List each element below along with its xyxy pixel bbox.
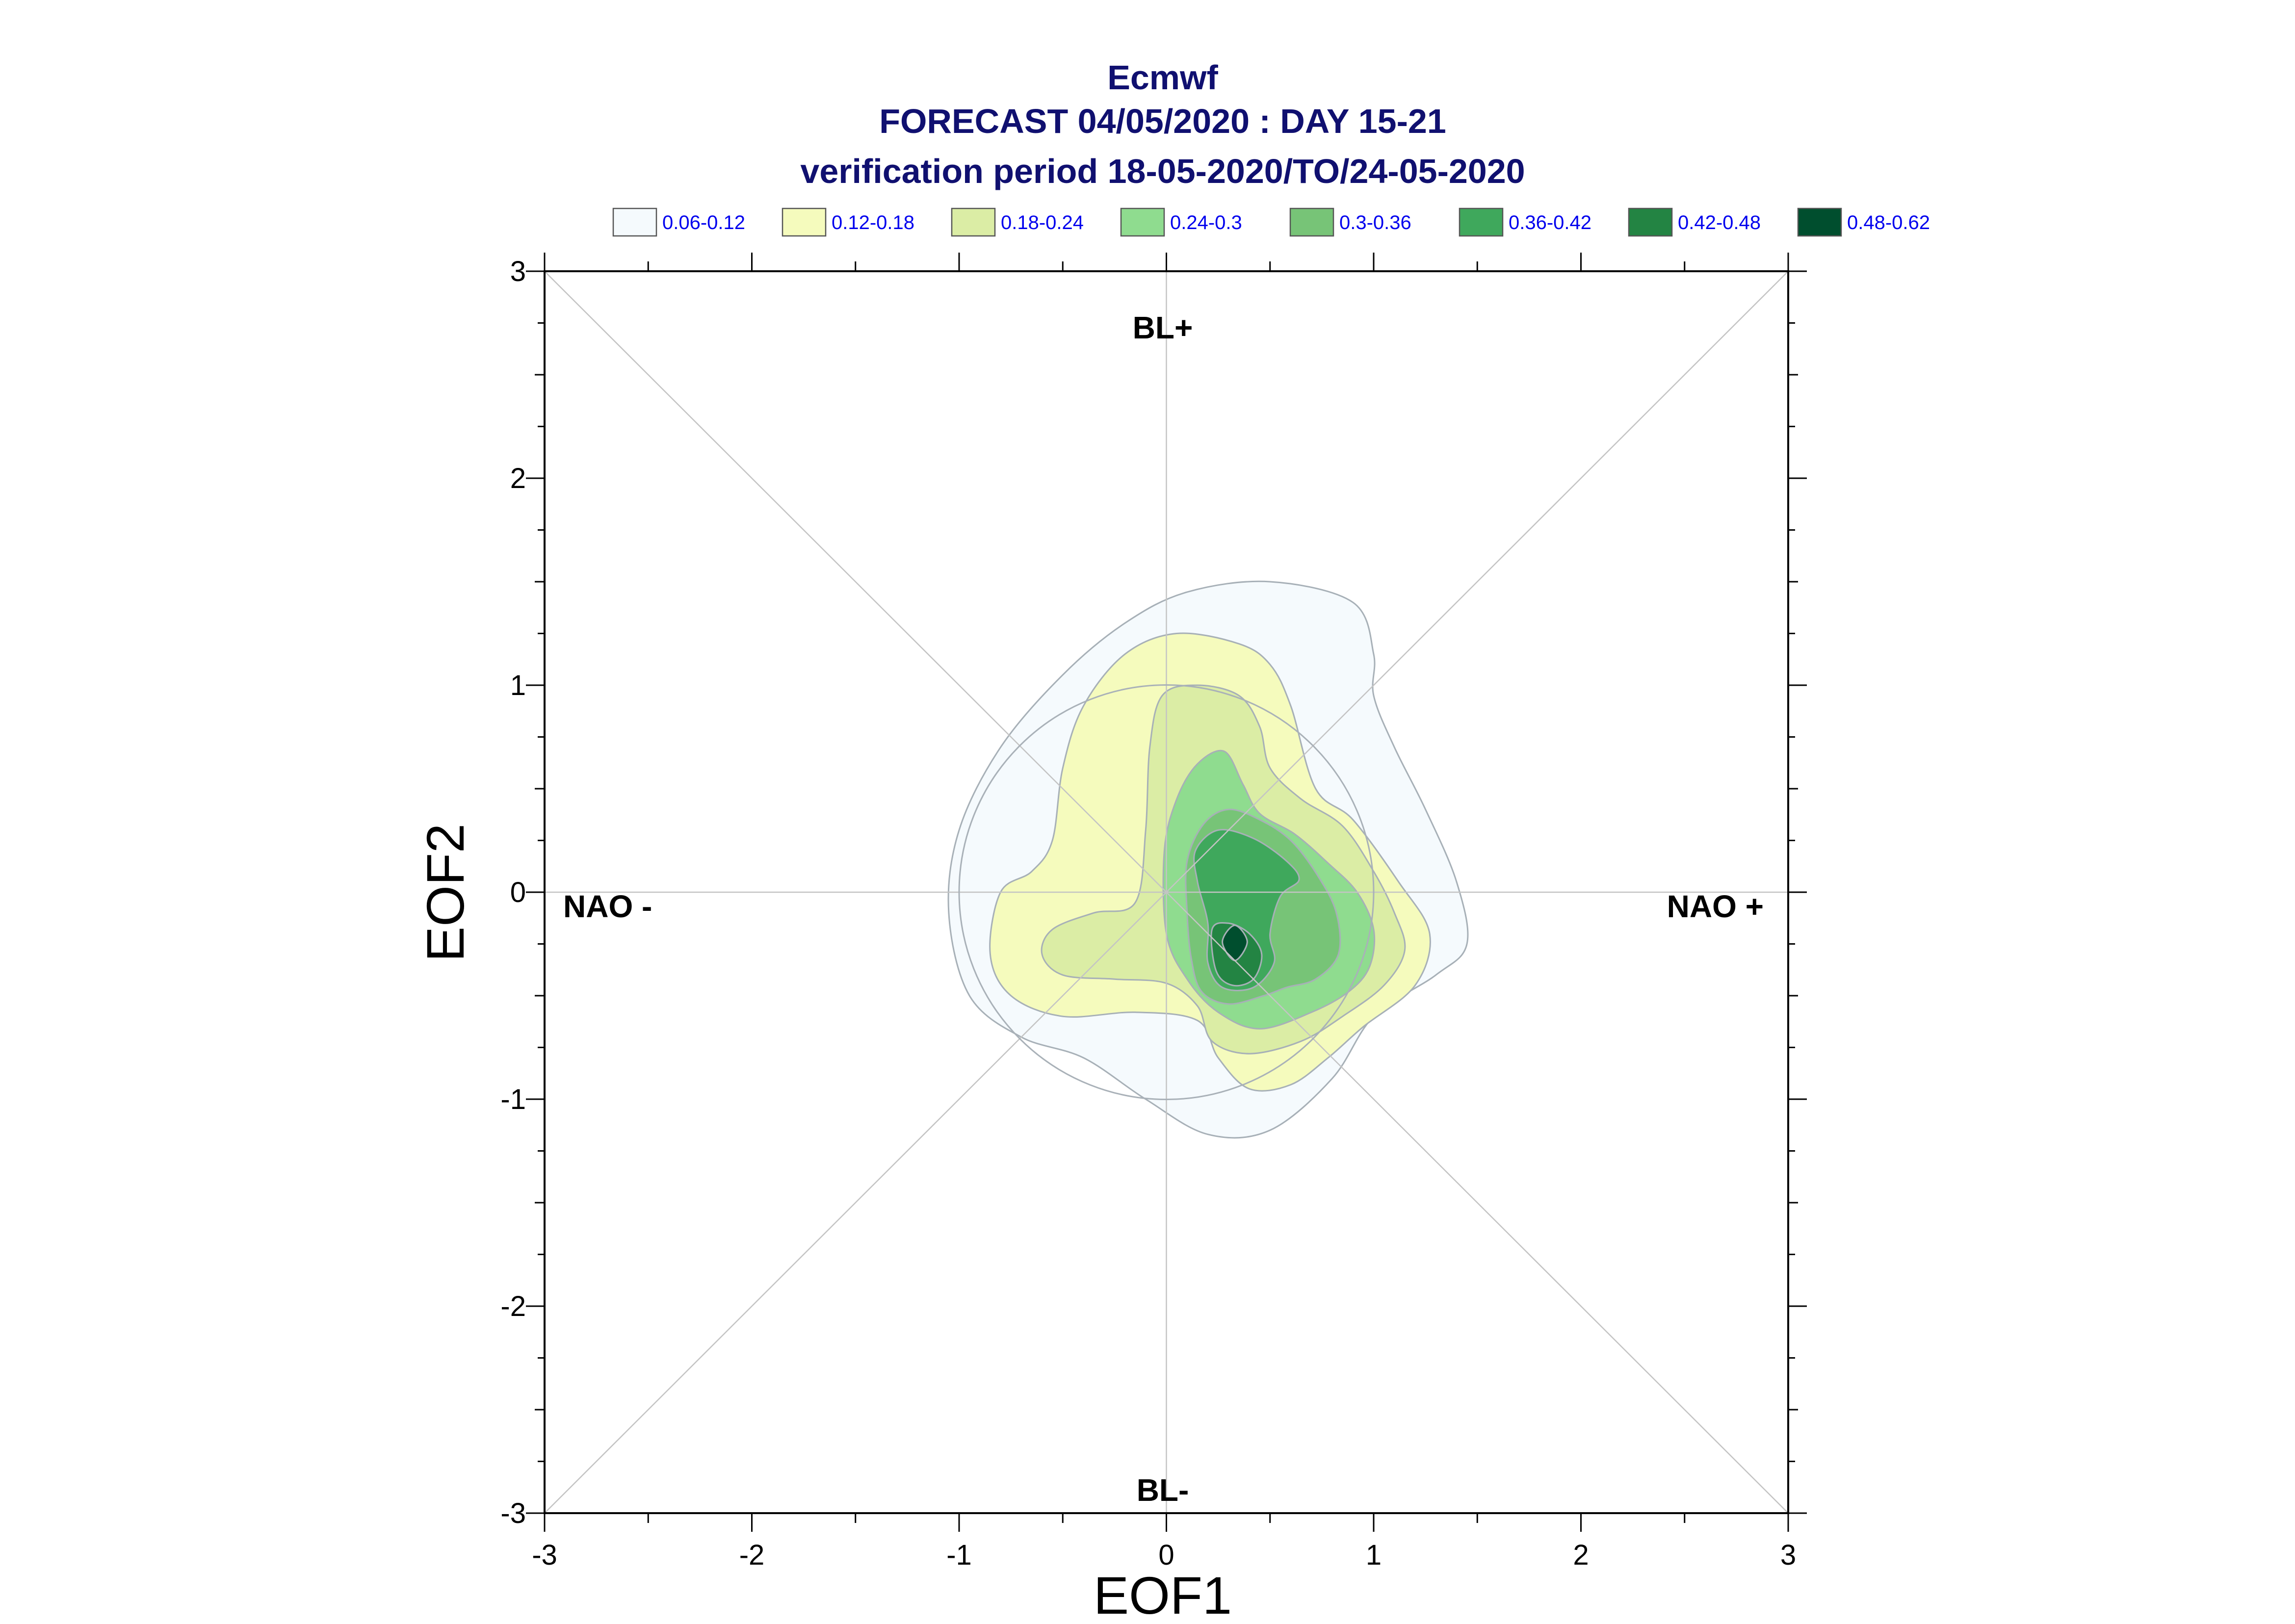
legend-swatch xyxy=(1120,207,1165,237)
region-label-right: NAO + xyxy=(1667,889,1764,924)
guide-lines xyxy=(544,271,1789,1514)
legend-label: 0.42-0.48 xyxy=(1678,212,1761,233)
y-tick-label: -3 xyxy=(500,1497,526,1529)
legend-swatch xyxy=(1797,207,1842,237)
legend-swatch xyxy=(782,207,827,237)
legend-swatch xyxy=(1289,207,1334,237)
legend-label: 0.24-0.3 xyxy=(1170,212,1242,233)
legend-label: 0.48-0.62 xyxy=(1847,212,1930,233)
x-tick-label: -2 xyxy=(739,1539,765,1571)
legend-label: 0.3-0.36 xyxy=(1339,212,1411,233)
x-tick-label: 1 xyxy=(1366,1539,1382,1571)
region-label-left: NAO - xyxy=(563,889,652,924)
x-tick-label: 3 xyxy=(1780,1539,1796,1571)
contour-layer xyxy=(947,580,1469,1139)
region-label-bottom: BL- xyxy=(1137,1472,1189,1508)
y-tick-label: -1 xyxy=(500,1083,526,1115)
region-label-top: BL+ xyxy=(1133,310,1193,345)
unit-circle xyxy=(958,684,1375,1100)
title-line-3: verification period 18-05-2020/TO/24-05-… xyxy=(800,152,1525,190)
legend-swatch xyxy=(951,207,996,237)
y-tick-labels: -3 -2 -1 0 1 2 3 xyxy=(500,256,526,1529)
legend-swatch xyxy=(1459,207,1504,237)
y-tick-label: 0 xyxy=(510,876,526,908)
legend-swatch xyxy=(1628,207,1673,237)
title-line-1: Ecmwf xyxy=(1107,58,1218,97)
legend-swatch xyxy=(612,207,657,237)
legend-label: 0.06-0.12 xyxy=(662,212,745,233)
plot-area xyxy=(526,253,1807,1532)
x-tick-labels: -3 -2 -1 0 1 2 3 xyxy=(532,1539,1796,1571)
x-tick-label: 0 xyxy=(1158,1539,1174,1571)
legend-label: 0.36-0.42 xyxy=(1509,212,1591,233)
tick-marks xyxy=(526,253,1807,1532)
legend-label: 0.18-0.24 xyxy=(1001,212,1084,233)
chart-title: Ecmwf FORECAST 04/05/2020 : DAY 15-21 ve… xyxy=(800,58,1525,190)
title-line-2: FORECAST 04/05/2020 : DAY 15-21 xyxy=(879,102,1446,140)
legend: 0.06-0.12 0.12-0.18 0.18-0.24 0.24-0.3 0.3-0… xyxy=(612,207,1930,237)
x-tick-label: -1 xyxy=(946,1539,972,1571)
y-tick-label: 2 xyxy=(510,463,526,494)
x-axis-title: EOF1 xyxy=(1094,1566,1232,1624)
y-axis-title: EOF2 xyxy=(416,824,475,962)
x-tick-label: 2 xyxy=(1573,1539,1589,1571)
contour-8 xyxy=(1222,924,1248,961)
legend-label: 0.12-0.18 xyxy=(832,212,914,233)
diagonal-line-2 xyxy=(544,271,1789,1514)
y-tick-label: 3 xyxy=(510,256,526,287)
y-tick-label: -2 xyxy=(500,1290,526,1322)
y-tick-label: 1 xyxy=(510,670,526,701)
x-tick-label: -3 xyxy=(532,1539,557,1571)
